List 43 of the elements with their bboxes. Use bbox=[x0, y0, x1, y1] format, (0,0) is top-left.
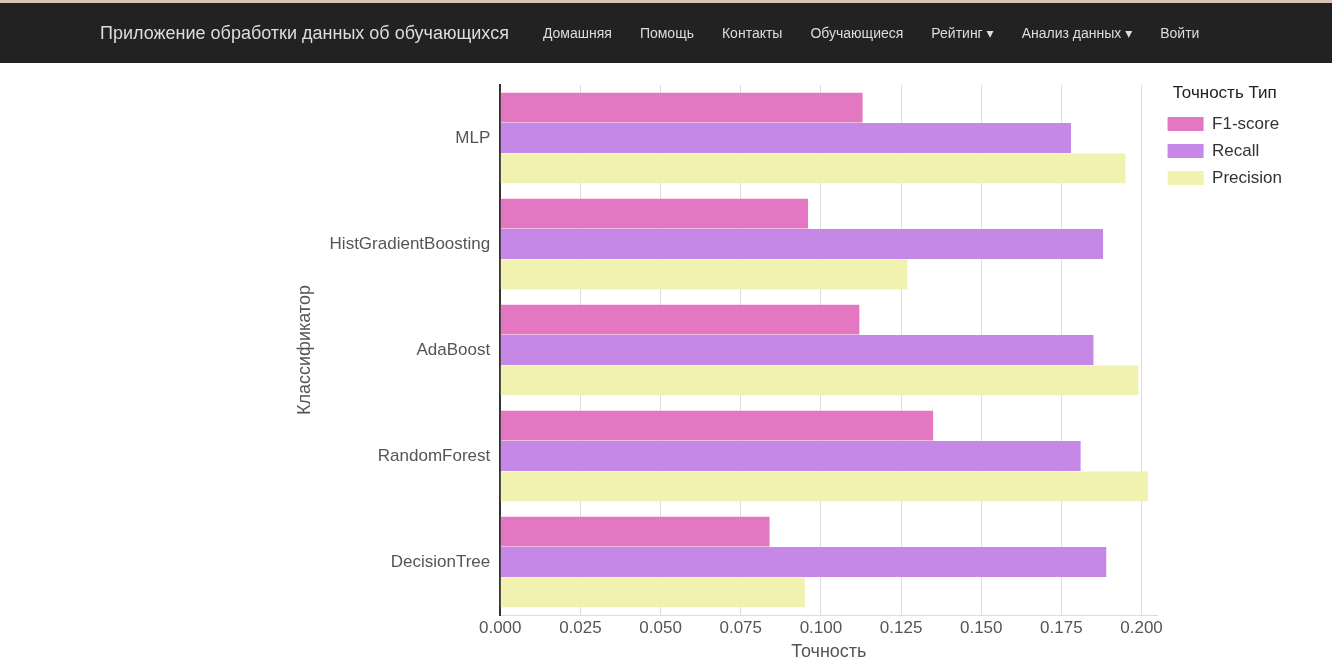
x-tick-label: 0.175 bbox=[1040, 617, 1083, 637]
x-tick-label: 0.125 bbox=[879, 617, 923, 637]
bar bbox=[500, 335, 1094, 365]
x-tick-label: 0.200 bbox=[1120, 617, 1163, 637]
x-tick-label: 0.150 bbox=[959, 617, 1003, 637]
legend-label: F1-score bbox=[1212, 113, 1280, 133]
text: Рейтинг ▾ bbox=[931, 25, 994, 41]
bar bbox=[500, 441, 1081, 471]
text: Домашняя bbox=[542, 25, 612, 41]
legend-title: Точность Тип bbox=[1172, 83, 1277, 103]
bar bbox=[500, 365, 1139, 396]
x-tick-label: 0.000 bbox=[478, 617, 522, 637]
bar bbox=[500, 410, 934, 441]
y-tick-label: MLP bbox=[455, 127, 491, 147]
bar bbox=[500, 92, 863, 123]
bar bbox=[500, 516, 770, 547]
x-tick-label: 0.050 bbox=[639, 617, 682, 637]
y-tick-label: AdaBoost bbox=[416, 339, 491, 359]
x-tick-label: 0.075 bbox=[719, 617, 762, 637]
bar bbox=[500, 471, 1148, 502]
x-tick-label: 0.100 bbox=[799, 617, 843, 637]
bar bbox=[500, 198, 809, 229]
text: Анализ данных ▾ bbox=[1021, 25, 1133, 41]
bar bbox=[500, 123, 1072, 153]
text: Контакты bbox=[721, 25, 783, 41]
x-axis-title: Точность bbox=[791, 641, 867, 662]
legend-label: Recall bbox=[1212, 140, 1260, 160]
text: Помощь bbox=[639, 25, 694, 41]
bar bbox=[500, 577, 805, 608]
y-axis-title: Классификатор bbox=[293, 285, 314, 415]
bar bbox=[500, 153, 1126, 184]
bar bbox=[500, 229, 1104, 259]
legend-label: Precision bbox=[1212, 167, 1282, 187]
bar bbox=[500, 304, 860, 335]
y-tick-label: HistGradientBoosting bbox=[329, 233, 491, 253]
y-tick-label: RandomForest bbox=[377, 445, 491, 465]
y-tick-label: DecisionTree bbox=[390, 551, 491, 571]
x-tick-label: 0.025 bbox=[559, 617, 602, 637]
bar bbox=[500, 259, 908, 290]
text: Войти bbox=[1160, 25, 1200, 41]
bar bbox=[500, 547, 1107, 577]
text: Обучающиеся bbox=[810, 25, 904, 41]
text: Приложение обработки данных об обучающихся bbox=[100, 22, 509, 44]
